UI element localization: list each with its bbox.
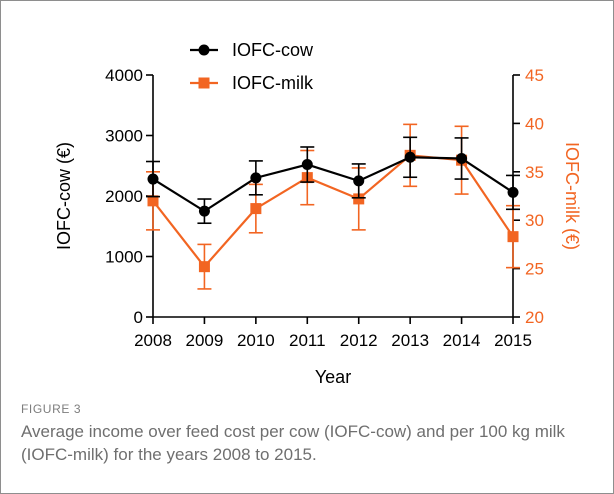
x-tick-label: 2014 <box>443 331 481 350</box>
figure-caption: Average income over feed cost per cow (I… <box>21 422 565 464</box>
y-tick-label-left: 2000 <box>105 187 143 206</box>
y-tick-label-right: 20 <box>525 308 544 327</box>
chart-series <box>146 123 521 290</box>
x-tick-label: 2015 <box>494 331 532 350</box>
data-point <box>507 186 519 198</box>
data-point <box>507 231 519 243</box>
x-tick-label: 2011 <box>289 331 326 350</box>
data-point <box>147 195 159 207</box>
data-point <box>250 203 262 215</box>
y-tick-label-right: 25 <box>525 260 544 279</box>
series-line <box>152 156 514 213</box>
y-tick-label-left: 3000 <box>105 127 143 146</box>
series-iofc-cow <box>146 136 521 225</box>
legend-marker <box>198 44 210 56</box>
data-point <box>301 159 313 171</box>
data-point <box>198 261 210 273</box>
data-point <box>198 205 210 217</box>
y-axis-title-left: IOFC-cow (€) <box>54 142 74 250</box>
y-tick-label-right: 30 <box>525 211 544 230</box>
legend-label: IOFC-milk <box>232 73 314 93</box>
y-tick-label-right: 45 <box>525 66 544 85</box>
legend-item: IOFC-milk <box>190 73 314 93</box>
data-point <box>147 173 159 185</box>
data-point <box>404 151 416 163</box>
x-tick-label: 2009 <box>186 331 224 350</box>
y-tick-label-right: 35 <box>525 163 544 182</box>
chart-axes: 0 1000 2000 3000 4000 20 25 30 35 40 45 2008 2009 201… <box>54 66 582 387</box>
y-tick-label-right: 40 <box>525 114 544 133</box>
legend-label: IOFC-cow <box>232 40 314 60</box>
chart-legend: IOFC-cow IOFC-milk <box>190 40 314 93</box>
data-point <box>456 152 468 164</box>
x-tick-label: 2012 <box>340 331 378 350</box>
figure-label: FIGURE 3 <box>21 402 82 416</box>
data-point <box>353 193 365 205</box>
legend-item: IOFC-cow <box>190 40 314 60</box>
x-tick-label: 2008 <box>134 331 172 350</box>
data-point <box>250 172 262 184</box>
chart: 0 1000 2000 3000 4000 20 25 30 35 40 45 2008 2009 201… <box>54 40 582 387</box>
x-tick-label: 2013 <box>391 331 429 350</box>
legend-marker <box>198 77 210 89</box>
data-point <box>353 175 365 187</box>
x-axis-title: Year <box>315 367 351 387</box>
y-tick-label-left: 0 <box>134 308 143 327</box>
y-tick-label-left: 1000 <box>105 248 143 267</box>
y-tick-label-left: 4000 <box>105 66 143 85</box>
y-axis-title-right: IOFC-milk (€) <box>562 142 582 250</box>
x-tick-label: 2010 <box>237 331 275 350</box>
